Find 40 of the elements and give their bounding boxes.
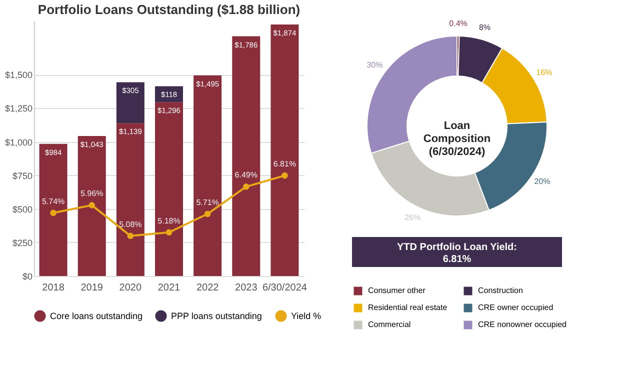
y-tick-label: $500 bbox=[12, 204, 32, 214]
data-label: 5.08% bbox=[119, 220, 142, 229]
data-label: 20% bbox=[534, 177, 550, 186]
legend-label: Construction bbox=[478, 286, 523, 295]
x-tick-label: 6/30/2024 bbox=[262, 282, 308, 294]
x-tick-label: 2021 bbox=[158, 282, 181, 294]
legend-label: Core loans outstanding bbox=[50, 311, 143, 321]
legend-label: CRE owner occupied bbox=[478, 303, 554, 312]
y-tick-label: $1,500 bbox=[4, 70, 32, 80]
data-label: 6.81% bbox=[273, 160, 296, 169]
y-tick-label: $750 bbox=[12, 170, 32, 181]
text: Loan Composition (6/30/2024) bbox=[423, 120, 491, 158]
data-label: 8% bbox=[478, 22, 491, 32]
legend-label: CRE nonowner occupied bbox=[478, 320, 566, 329]
legend-label: PPP loans outstanding bbox=[171, 311, 262, 321]
data-label: 5.18% bbox=[158, 216, 180, 226]
legend-label: Residential real estate bbox=[368, 303, 448, 312]
chart-title: Portfolio Loans Outstanding ($1.88 billion) bbox=[38, 2, 300, 17]
legend-label: Consumer other bbox=[368, 286, 426, 295]
data-label: 16% bbox=[536, 68, 552, 78]
legend-label: Yield % bbox=[291, 311, 322, 321]
data-label: 5.74% bbox=[42, 196, 65, 206]
y-tick-label: $0 bbox=[22, 272, 32, 282]
x-tick-label: 2023 bbox=[235, 282, 258, 294]
text: 6.81% bbox=[442, 254, 472, 265]
data-label: 5.96% bbox=[80, 189, 104, 198]
text: YTD Portfolio Loan Yield: bbox=[397, 242, 517, 253]
data-label: 30% bbox=[366, 60, 383, 70]
data-label: 6.49% bbox=[234, 170, 258, 180]
y-tick-label: $1,000 bbox=[4, 137, 32, 148]
y-tick-label: $250 bbox=[12, 238, 32, 248]
data-label: 26% bbox=[404, 212, 421, 222]
x-tick-label: 2019 bbox=[80, 282, 104, 294]
x-tick-label: 2018 bbox=[42, 282, 65, 294]
x-tick-label: 2022 bbox=[196, 282, 220, 294]
data-label: 0.4% bbox=[449, 19, 468, 28]
x-tick-label: 2020 bbox=[119, 282, 142, 294]
y-tick-label: $1,250 bbox=[4, 104, 32, 114]
legend-label: Commercial bbox=[368, 320, 411, 329]
data-label: 5.71% bbox=[196, 198, 219, 207]
